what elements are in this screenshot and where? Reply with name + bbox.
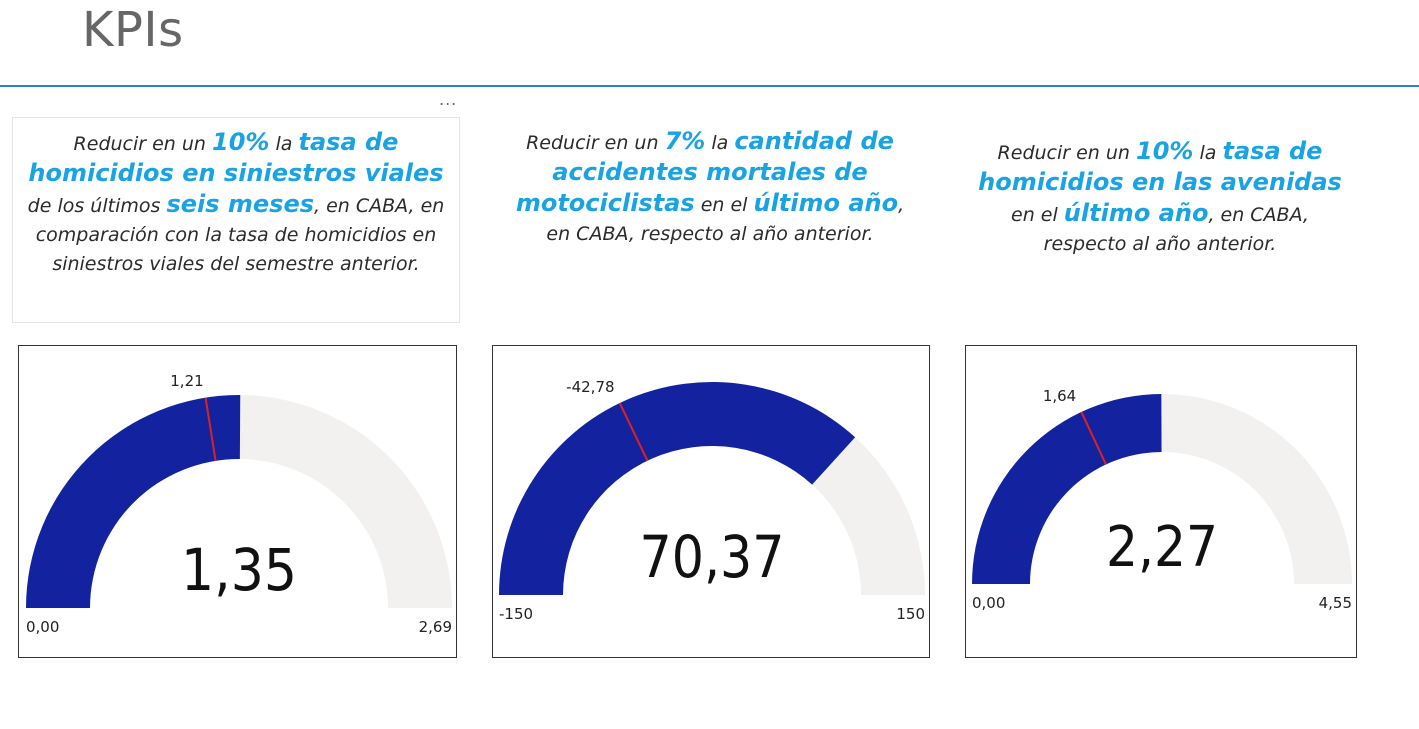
kpi-text-run: la: [705, 132, 735, 154]
kpi-text-run: la: [269, 133, 299, 155]
gauge-value-label: 1,35: [181, 536, 297, 604]
kpi-statement-1: Reducir en un 10% la tasa de homicidios …: [13, 118, 459, 279]
kpi-text-run: Reducir en un: [526, 132, 665, 154]
gauge-value-fill: [972, 394, 1162, 584]
kpi-text-run: Reducir en un: [73, 133, 213, 155]
gauge-max-label: 4,55: [1319, 594, 1352, 612]
kpi-statement-2: Reducir en un 7% la cantidad de accident…: [490, 117, 930, 249]
kpi-highlight-text: 10%: [212, 128, 270, 156]
kpi-text-run: , en CABA, respecto al año anterior.: [546, 194, 905, 245]
kpi-highlight-text: tasa de homicidios en las avenidas: [978, 137, 1342, 196]
kpi-highlight-text: seis meses: [166, 190, 314, 218]
gauge-chart-1: 1,21 1,35 0,00 2,69: [26, 372, 452, 636]
gauge-min-label: -150: [499, 605, 533, 623]
kpi-highlight-text: 7%: [664, 127, 706, 155]
kpi-highlight-text: tasa de homicidios en siniestros viales: [28, 128, 444, 187]
kpi-highlight-text: último año: [1063, 199, 1209, 227]
gauge-target-marker: [1080, 411, 1107, 465]
gauge-visual-2[interactable]: -42,78 70,37 -150 150: [492, 345, 930, 658]
gauge-target-marker: [618, 402, 649, 462]
kpi-card-3[interactable]: Reducir en un 10% la tasa de homicidios …: [960, 127, 1360, 327]
kpi-text-run: , en CABA, respecto al año anterior.: [1043, 204, 1309, 255]
header-divider: [0, 85, 1419, 87]
more-options-icon[interactable]: ...: [439, 90, 458, 109]
gauge-target-label: 1,21: [170, 372, 203, 390]
gauge-value-label: 2,27: [1106, 515, 1218, 580]
kpi-card-1[interactable]: Reducir en un 10% la tasa de homicidios …: [12, 117, 460, 323]
gauge-max-label: 2,69: [419, 618, 452, 636]
gauge-chart-2: -42,78 70,37 -150 150: [499, 378, 925, 623]
gauge-target-label: 1,64: [1043, 387, 1076, 405]
kpi-highlight-text: último año: [753, 189, 899, 217]
kpi-highlight-text: cantidad de accidentes mortales de motoc…: [515, 127, 894, 217]
kpi-text-run: en el: [1011, 204, 1064, 226]
kpi-highlight-text: 10%: [1136, 137, 1194, 165]
gauge-max-label: 150: [896, 605, 925, 623]
gauge-value-fill: [26, 395, 241, 608]
gauge-min-label: 0,00: [26, 618, 59, 636]
gauge-chart-3: 1,64 2,27 0,00 4,55: [972, 387, 1352, 612]
kpi-text-run: Reducir en un: [997, 142, 1137, 164]
kpi-text-run: la: [1193, 142, 1223, 164]
page-title: KPIs: [82, 2, 184, 58]
kpi-statement-3: Reducir en un 10% la tasa de homicidios …: [960, 127, 1360, 259]
gauge-visual-3[interactable]: 1,64 2,27 0,00 4,55: [965, 345, 1357, 658]
gauge-target-marker: [204, 397, 217, 462]
gauge-target-label: -42,78: [566, 378, 614, 396]
gauge-value-fill: [499, 382, 856, 595]
kpi-card-2[interactable]: Reducir en un 7% la cantidad de accident…: [490, 117, 930, 317]
kpi-text-run: de los últimos: [27, 195, 167, 217]
kpi-text-run: en el: [694, 194, 754, 216]
gauge-min-label: 0,00: [972, 594, 1005, 612]
gauge-value-label: 70,37: [640, 523, 785, 591]
gauge-visual-1[interactable]: 1,21 1,35 0,00 2,69: [18, 345, 457, 658]
kpi-text-run: , en CABA, en comparación con la tasa de…: [35, 195, 445, 275]
